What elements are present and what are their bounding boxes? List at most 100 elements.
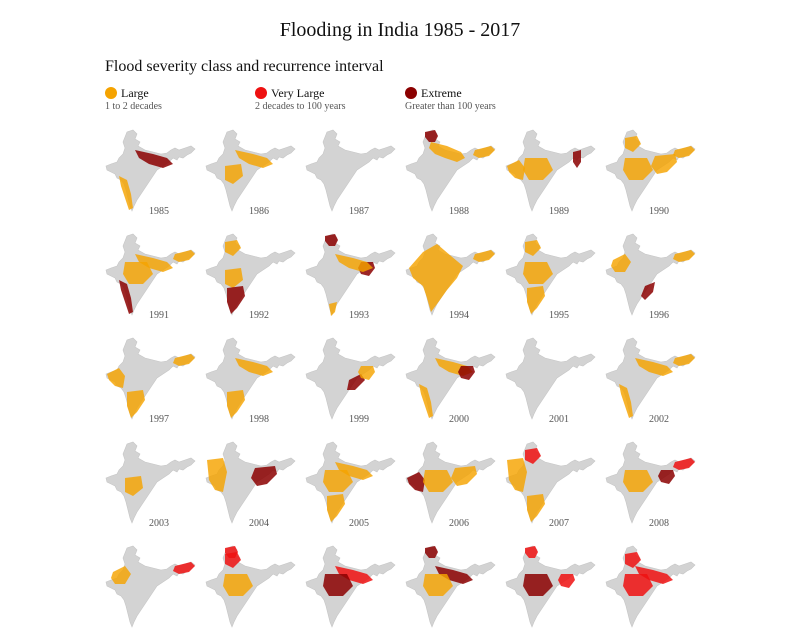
india-map bbox=[605, 337, 696, 420]
india-map bbox=[605, 441, 696, 524]
flood-area-large bbox=[525, 240, 541, 256]
panel-year-label: 2006 bbox=[449, 518, 469, 529]
india-map bbox=[105, 337, 196, 420]
map-panel bbox=[603, 544, 703, 644]
chart-subtitle: Flood severity class and recurrence inte… bbox=[105, 58, 384, 75]
flood-area-extreme bbox=[425, 546, 438, 558]
flood-area-very-large bbox=[635, 566, 673, 584]
india-landmass bbox=[205, 441, 296, 524]
legend-note-extreme: Greater than 100 years bbox=[405, 101, 496, 112]
flood-area-large bbox=[358, 366, 375, 380]
india-map bbox=[405, 337, 496, 420]
flood-area-large bbox=[173, 250, 195, 262]
small-multiples-grid: 1985 1986 1987 1988 1989 1990 1991 1992 1993 1994… bbox=[103, 128, 703, 628]
panel-year-label: 1994 bbox=[449, 310, 469, 321]
flood-area-extreme bbox=[641, 282, 655, 300]
flood-area-extreme bbox=[573, 150, 581, 168]
flood-area-very-large bbox=[525, 546, 538, 558]
flood-area-large bbox=[329, 302, 337, 316]
flood-area-large bbox=[625, 136, 641, 152]
flood-area-large bbox=[225, 164, 243, 184]
flood-area-large bbox=[635, 358, 673, 376]
flood-area-very-large bbox=[225, 552, 241, 568]
map-panel: 2000 bbox=[403, 336, 503, 436]
india-map bbox=[605, 545, 696, 628]
panel-year-label: 1992 bbox=[249, 310, 269, 321]
india-landmass bbox=[305, 129, 396, 212]
india-landmass bbox=[205, 337, 296, 420]
india-map bbox=[405, 441, 496, 524]
map-panel: 2008 bbox=[603, 440, 703, 540]
india-landmass bbox=[105, 129, 196, 212]
map-panel bbox=[503, 544, 603, 644]
flood-area-extreme bbox=[323, 574, 353, 596]
map-panel: 1998 bbox=[203, 336, 303, 436]
india-map bbox=[105, 545, 196, 628]
legend-label-extreme: Extreme bbox=[421, 86, 462, 100]
legend-swatch-very-large bbox=[255, 87, 267, 99]
flood-area-extreme bbox=[523, 574, 553, 596]
map-panel bbox=[403, 544, 503, 644]
flood-area-large bbox=[523, 158, 553, 180]
map-panel: 2001 bbox=[503, 336, 603, 436]
flood-area-large bbox=[429, 142, 465, 162]
flood-area-large bbox=[611, 254, 631, 272]
panel-year-label: 1993 bbox=[349, 310, 369, 321]
panel-year-label: 1986 bbox=[249, 206, 269, 217]
panel-year-label: 1987 bbox=[349, 206, 369, 217]
flood-area-very-large bbox=[625, 552, 641, 568]
flood-area-large bbox=[673, 146, 695, 158]
legend-note-very-large: 2 decades to 100 years bbox=[255, 101, 346, 112]
legend-swatch-extreme bbox=[405, 87, 417, 99]
flood-area-large bbox=[227, 390, 245, 418]
india-map bbox=[405, 233, 496, 316]
map-panel bbox=[303, 544, 403, 644]
legend-note-large: 1 to 2 decades bbox=[105, 101, 162, 112]
india-map bbox=[105, 441, 196, 524]
flood-area-large bbox=[527, 286, 545, 314]
flood-area-large bbox=[673, 354, 695, 366]
map-panel: 2004 bbox=[203, 440, 303, 540]
flood-area-very-large bbox=[173, 562, 195, 574]
chart-title: Flooding in India 1985 - 2017 bbox=[279, 19, 521, 41]
india-landmass bbox=[405, 129, 496, 212]
india-map bbox=[305, 233, 396, 316]
flood-area-very-large bbox=[623, 574, 653, 596]
map-panel: 1990 bbox=[603, 128, 703, 228]
flood-area-large bbox=[523, 262, 553, 284]
map-panel: 1997 bbox=[103, 336, 203, 436]
flood-area-large bbox=[419, 384, 433, 418]
map-panel: 1988 bbox=[403, 128, 503, 228]
india-landmass bbox=[605, 233, 696, 316]
panel-year-label: 1991 bbox=[149, 310, 169, 321]
flood-area-extreme bbox=[119, 280, 133, 314]
india-map bbox=[305, 337, 396, 420]
india-landmass bbox=[305, 233, 396, 316]
map-panel: 2002 bbox=[603, 336, 703, 436]
map-panel: 2006 bbox=[403, 440, 503, 540]
flood-area-large bbox=[409, 244, 463, 312]
flood-area-extreme bbox=[458, 366, 475, 380]
india-landmass bbox=[105, 441, 196, 524]
flood-area-large bbox=[623, 158, 653, 180]
flood-area-large bbox=[623, 470, 653, 492]
flood-area-large bbox=[111, 566, 131, 584]
map-panel: 1986 bbox=[203, 128, 303, 228]
flood-area-extreme bbox=[347, 374, 365, 390]
india-landmass bbox=[205, 129, 296, 212]
flood-area-large bbox=[507, 160, 525, 180]
flood-area-large bbox=[173, 354, 195, 366]
panel-year-label: 1997 bbox=[149, 414, 169, 425]
flood-area-large bbox=[225, 268, 243, 288]
map-panel: 1991 bbox=[103, 232, 203, 332]
flood-area-extreme bbox=[227, 286, 245, 314]
india-map bbox=[205, 233, 296, 316]
map-panel: 1992 bbox=[203, 232, 303, 332]
map-panel: 2007 bbox=[503, 440, 603, 540]
panel-year-label: 1988 bbox=[449, 206, 469, 217]
map-panel: 2005 bbox=[303, 440, 403, 540]
map-panel: 1993 bbox=[303, 232, 403, 332]
india-map bbox=[505, 233, 596, 316]
india-map bbox=[305, 441, 396, 524]
india-map bbox=[305, 545, 396, 628]
